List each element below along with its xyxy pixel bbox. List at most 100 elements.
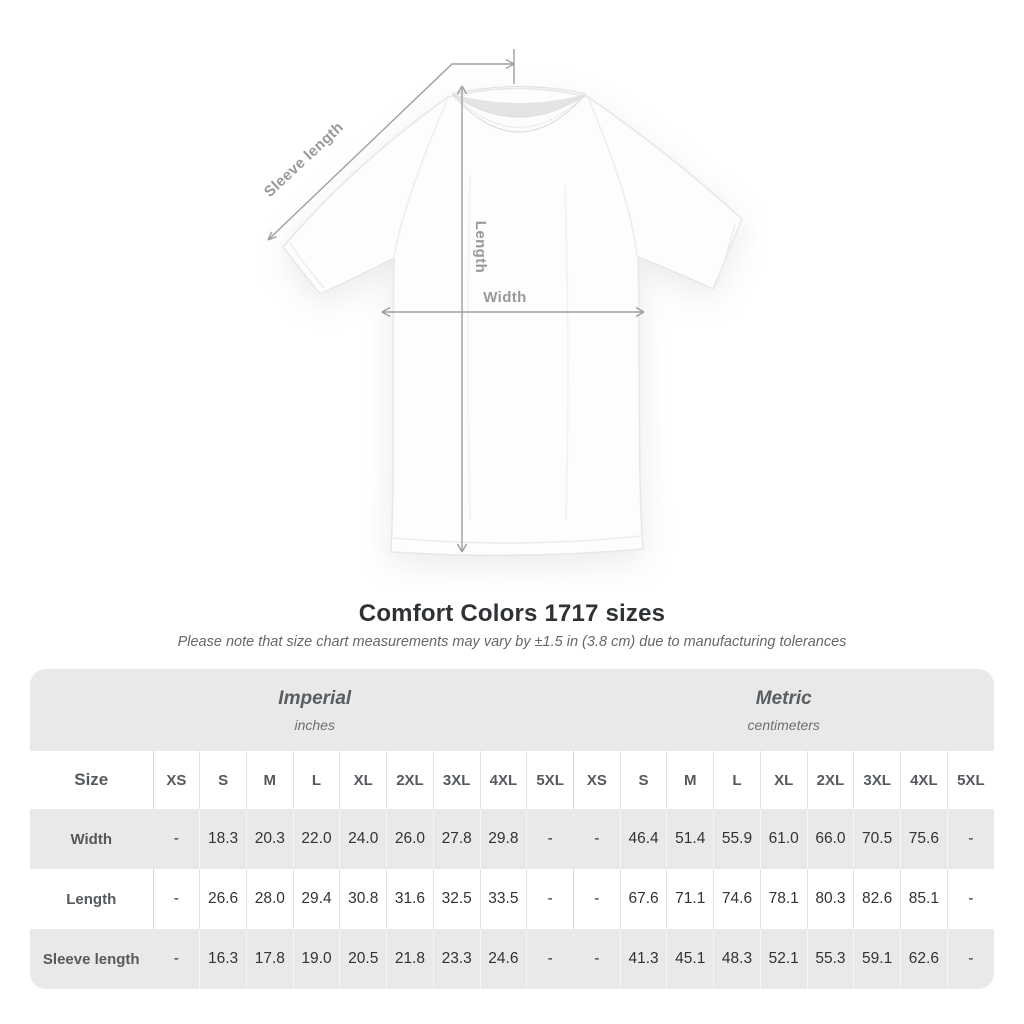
size-cell: 20.3 [245,809,294,869]
size-cell: 45.1 [666,929,714,989]
size-cell: 55.9 [713,809,761,869]
size-cell: 51.4 [666,809,714,869]
size-cell: 46.4 [619,809,667,869]
column-header-3xl-metric: 3XL [853,751,901,809]
table-row: Length -26.6 28.0 29.4 30.8 31.6 32.5 33.5- -67.… [30,869,994,929]
row-label: Sleeve length [42,950,140,968]
title-block: Comfort Colors 1717 sizes Please note th… [0,600,1024,650]
column-header-m-metric: M [666,751,714,809]
size-cell: 71.1 [666,869,714,929]
unit-header-row: Imperial inches Metric centimeters [30,669,994,751]
size-cell: 75.6 [900,809,948,869]
size-cell: - [152,869,200,929]
size-cell: 62.6 [900,929,948,989]
column-header-5xl-imperial: 5XL [526,751,574,809]
size-cell: 52.1 [759,929,808,989]
page-title: Comfort Colors 1717 sizes [358,600,666,627]
imperial-group-header: Imperial inches [30,669,573,751]
row-label: Length [66,890,117,908]
size-cell: - [572,809,621,869]
tshirt-measurement-diagram: Sleeve length Length Width [261,49,743,557]
size-cell: 23.3 [432,929,481,989]
table-row: Sleeve length -16.3 17.8 19.0 20.5 21.8 23.3 24… [30,929,994,989]
size-cell: 41.3 [619,929,667,989]
width-label: Width [483,289,527,306]
size-column-header: Size [74,770,109,789]
column-header-xs-metric: XS [572,751,621,809]
size-cell: 32.5 [432,869,481,929]
column-header-l-metric: L [713,751,761,809]
size-table-body: Width -18.3 20.3 22.0 24.0 26.0 27.8 29.8- -46.4… [30,809,994,989]
size-cell: - [946,869,994,929]
size-cell: 16.3 [199,929,247,989]
size-cell: 85.1 [900,869,948,929]
size-cell: 33.5 [479,869,527,929]
table-row: Width -18.3 20.3 22.0 24.0 26.0 27.8 29.8- -46.4… [30,809,994,869]
metric-unit-label: centimeters [747,716,820,733]
size-cell: - [572,929,621,989]
size-cell: - [946,929,994,989]
size-cell: 24.6 [479,929,527,989]
column-header-xs-imperial: XS [152,751,200,809]
collar [451,85,587,133]
size-cell: 18.3 [199,809,247,869]
size-cell: - [526,929,574,989]
column-header-5xl-metric: 5XL [946,751,994,809]
column-header-4xl-metric: 4XL [900,751,948,809]
length-arrow [456,85,468,553]
imperial-unit-label: inches [294,716,335,733]
size-cell: - [526,869,574,929]
size-chart-card: Imperial inches Metric centimeters Size … [30,669,994,989]
size-cell: - [946,809,994,869]
page-subtitle: Please note that size chart measurements… [177,634,847,650]
size-header-row: Size XS S M L XL 2XL 3XL 4XL 5XL XS S M L XL 2XL 3XL 4XL… [30,751,994,809]
size-cell: 78.1 [759,869,808,929]
column-header-4xl-imperial: 4XL [479,751,527,809]
size-cell: 31.6 [386,869,434,929]
size-cell: 28.0 [245,869,294,929]
tshirt-image [282,85,743,557]
size-cell: 21.8 [386,929,434,989]
size-cell: 55.3 [806,929,854,989]
size-cell: 20.5 [339,929,387,989]
size-cell: - [526,809,574,869]
size-chart-table: Imperial inches Metric centimeters Size … [30,669,994,989]
size-cell: 82.6 [853,869,901,929]
tshirt-diagram-svg: Sleeve length Length Width [261,49,743,557]
metric-group-header: Metric centimeters [573,669,994,751]
sleeve-length-arrow [267,49,515,241]
size-cell: - [152,929,200,989]
column-header-xl-imperial: XL [339,751,387,809]
size-cell: 29.8 [479,809,527,869]
size-cell: 48.3 [713,929,761,989]
size-cell: 26.0 [386,809,434,869]
size-cell: 26.6 [199,869,247,929]
column-header-3xl-imperial: 3XL [432,751,481,809]
column-header-s-imperial: S [199,751,247,809]
size-cell: 61.0 [759,809,808,869]
column-header-2xl-metric: 2XL [806,751,854,809]
length-label: Length [472,221,489,273]
size-cell: 66.0 [806,809,854,869]
size-cell: 59.1 [853,929,901,989]
size-cell: - [152,809,200,869]
size-cell: 67.6 [619,869,667,929]
size-cell: 27.8 [432,809,481,869]
size-cell: 80.3 [806,869,854,929]
size-cell: 19.0 [292,929,340,989]
size-cell: 70.5 [853,809,901,869]
size-cell: 74.6 [713,869,761,929]
width-arrow [381,306,645,318]
column-header-xl-metric: XL [759,751,808,809]
size-cell: 22.0 [292,809,340,869]
imperial-label: Imperial [278,687,352,709]
column-header-s-metric: S [619,751,667,809]
size-cell: 29.4 [292,869,340,929]
row-label: Width [70,830,112,848]
sleeve-length-label: Sleeve length [261,119,347,201]
column-header-m-imperial: M [245,751,294,809]
metric-label: Metric [755,687,812,709]
size-cell: 24.0 [339,809,387,869]
size-cell: - [572,869,621,929]
size-cell: 30.8 [339,869,387,929]
